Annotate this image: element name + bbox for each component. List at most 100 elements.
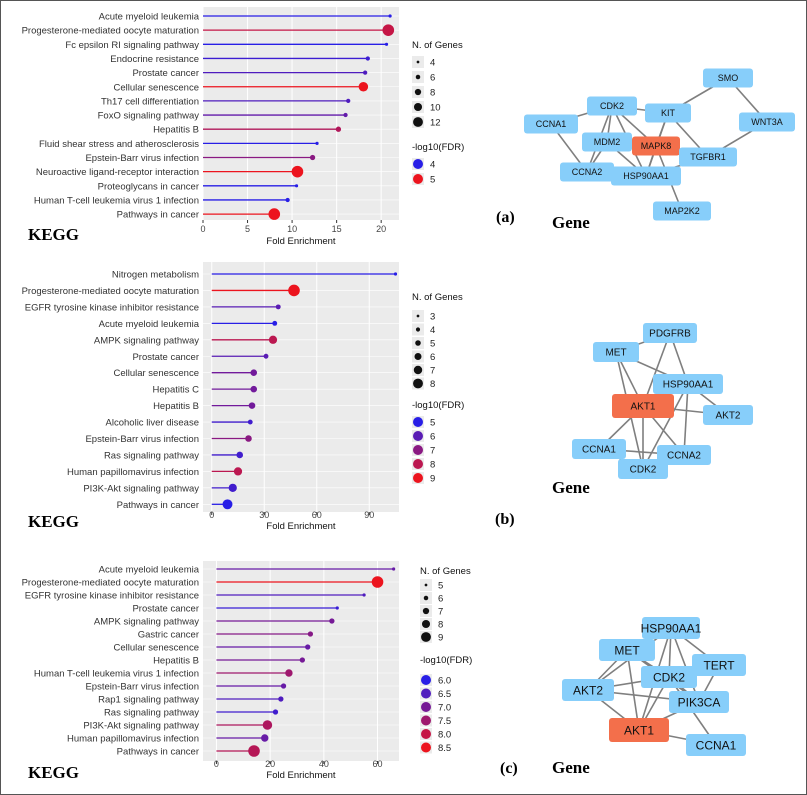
category-label: Nitrogen metabolism bbox=[112, 270, 199, 281]
gene-node bbox=[686, 734, 746, 756]
category-label: EGFR tyrosine kinase inhibitor resistanc… bbox=[25, 302, 199, 313]
gene-node bbox=[611, 166, 681, 186]
gene-node bbox=[562, 679, 614, 701]
category-label: Progesterone-mediated oocyte maturation bbox=[22, 26, 199, 37]
lollipop-point bbox=[250, 369, 258, 376]
color-legend-title: -log10(FDR) bbox=[412, 142, 464, 153]
lollipop-point bbox=[268, 208, 281, 220]
lollipop-point bbox=[248, 402, 256, 409]
lollipop-point bbox=[358, 82, 369, 92]
x-axis-label: Fold Enrichment bbox=[266, 521, 336, 532]
gene-node-label: AKT1 bbox=[630, 402, 655, 413]
network-edge bbox=[626, 649, 640, 731]
color-legend-dot bbox=[421, 742, 431, 753]
lollipop-point bbox=[346, 98, 351, 104]
color-legend-label: 7.5 bbox=[438, 716, 451, 727]
size-legend-title: N. of Genes bbox=[412, 292, 463, 303]
size-legend-dot bbox=[413, 102, 423, 112]
gene-node-label: CDK2 bbox=[630, 465, 657, 476]
panel-label: (a) bbox=[496, 209, 515, 226]
gene-node bbox=[642, 617, 700, 639]
category-label: Cellular senescence bbox=[113, 368, 199, 379]
lollipop-point bbox=[305, 644, 311, 650]
gene-node bbox=[618, 459, 668, 479]
lollipop-point bbox=[248, 745, 260, 757]
color-legend-label: 4 bbox=[430, 160, 435, 171]
gene-node-label: CCNA1 bbox=[696, 738, 737, 752]
gene-node-label: AKT2 bbox=[715, 411, 740, 422]
gene-node-label: AKT2 bbox=[573, 683, 603, 697]
category-label: AMPK signaling pathway bbox=[94, 335, 199, 346]
gene-node bbox=[679, 147, 737, 167]
size-legend-dot bbox=[421, 619, 431, 629]
gene-node bbox=[641, 666, 697, 688]
category-label: Rap1 signaling pathway bbox=[98, 695, 199, 706]
network-edge bbox=[642, 383, 689, 470]
x-tick-label: 60 bbox=[312, 510, 322, 520]
gene-node bbox=[653, 374, 723, 394]
size-legend-label: 9 bbox=[438, 633, 443, 644]
category-label: Th17 cell differentiation bbox=[101, 96, 199, 107]
kegg-label: KEGG bbox=[28, 512, 79, 531]
gene-label: Gene bbox=[552, 478, 590, 497]
color-legend-label: 8 bbox=[430, 460, 435, 471]
category-label: Hepatitis B bbox=[153, 401, 199, 412]
gene-node bbox=[560, 162, 614, 182]
category-label: PI3K-Akt signaling pathway bbox=[83, 721, 199, 732]
x-tick-label: 90 bbox=[364, 510, 374, 520]
size-legend-dot bbox=[413, 365, 423, 375]
lollipop-point bbox=[275, 304, 281, 310]
x-tick-label: 0 bbox=[209, 510, 214, 520]
network-edge bbox=[683, 383, 689, 456]
color-legend-label: 7 bbox=[430, 446, 435, 457]
x-tick-label: 0 bbox=[214, 759, 219, 769]
gene-node bbox=[703, 68, 753, 88]
lollipop-point bbox=[384, 42, 389, 46]
x-tick-label: 30 bbox=[259, 510, 269, 520]
size-legend-dot bbox=[415, 327, 421, 332]
size-legend-dot bbox=[424, 583, 428, 587]
category-label: Ras signaling pathway bbox=[104, 450, 199, 461]
lollipop-point bbox=[363, 70, 368, 75]
color-legend-label: 6.0 bbox=[438, 676, 451, 687]
gene-node-label: CCNA1 bbox=[582, 445, 616, 456]
category-label: Acute myeloid leukemia bbox=[99, 12, 200, 23]
gene-node bbox=[524, 114, 578, 134]
gene-node bbox=[632, 136, 680, 156]
size-legend-dot bbox=[413, 378, 423, 389]
x-axis-label: Fold Enrichment bbox=[266, 236, 336, 247]
gene-node bbox=[657, 445, 711, 465]
gene-node bbox=[703, 405, 753, 425]
category-label: Human papillomavirus infection bbox=[67, 734, 199, 745]
category-label: Cellular senescence bbox=[113, 643, 199, 654]
category-label: Prostate cancer bbox=[132, 68, 199, 79]
gene-node bbox=[612, 394, 674, 418]
x-tick-label: 20 bbox=[376, 224, 386, 234]
category-label: Prostate cancer bbox=[132, 352, 199, 363]
color-legend-dot bbox=[421, 688, 431, 699]
lollipop-point bbox=[250, 385, 258, 393]
x-tick-label: 5 bbox=[245, 224, 250, 234]
lollipop-point bbox=[362, 593, 366, 597]
size-legend-label: 4 bbox=[430, 58, 435, 69]
color-legend-label: 6 bbox=[430, 432, 435, 443]
size-legend-label: 6 bbox=[430, 352, 435, 363]
lollipop-point bbox=[233, 467, 243, 476]
lollipop-point bbox=[343, 112, 348, 118]
category-label: Alcoholic liver disease bbox=[106, 418, 199, 429]
lollipop-point bbox=[222, 499, 233, 510]
lollipop-point bbox=[388, 14, 392, 18]
gene-node-label: KIT bbox=[661, 108, 676, 118]
category-label: Human papillomavirus infection bbox=[67, 467, 199, 478]
category-label: Fc epsilon RI signaling pathway bbox=[65, 40, 199, 51]
size-legend-label: 4 bbox=[430, 325, 435, 336]
lollipop-point bbox=[309, 154, 316, 161]
category-label: Gastric cancer bbox=[138, 630, 199, 641]
gene-node bbox=[599, 639, 655, 661]
lollipop-point bbox=[278, 696, 284, 702]
category-label: Epstein-Barr virus infection bbox=[85, 682, 199, 693]
gene-node-label: PDGFRB bbox=[649, 329, 691, 340]
lollipop-point bbox=[247, 419, 253, 425]
plot-background bbox=[203, 7, 399, 220]
category-label: Pathways in cancer bbox=[117, 210, 199, 221]
